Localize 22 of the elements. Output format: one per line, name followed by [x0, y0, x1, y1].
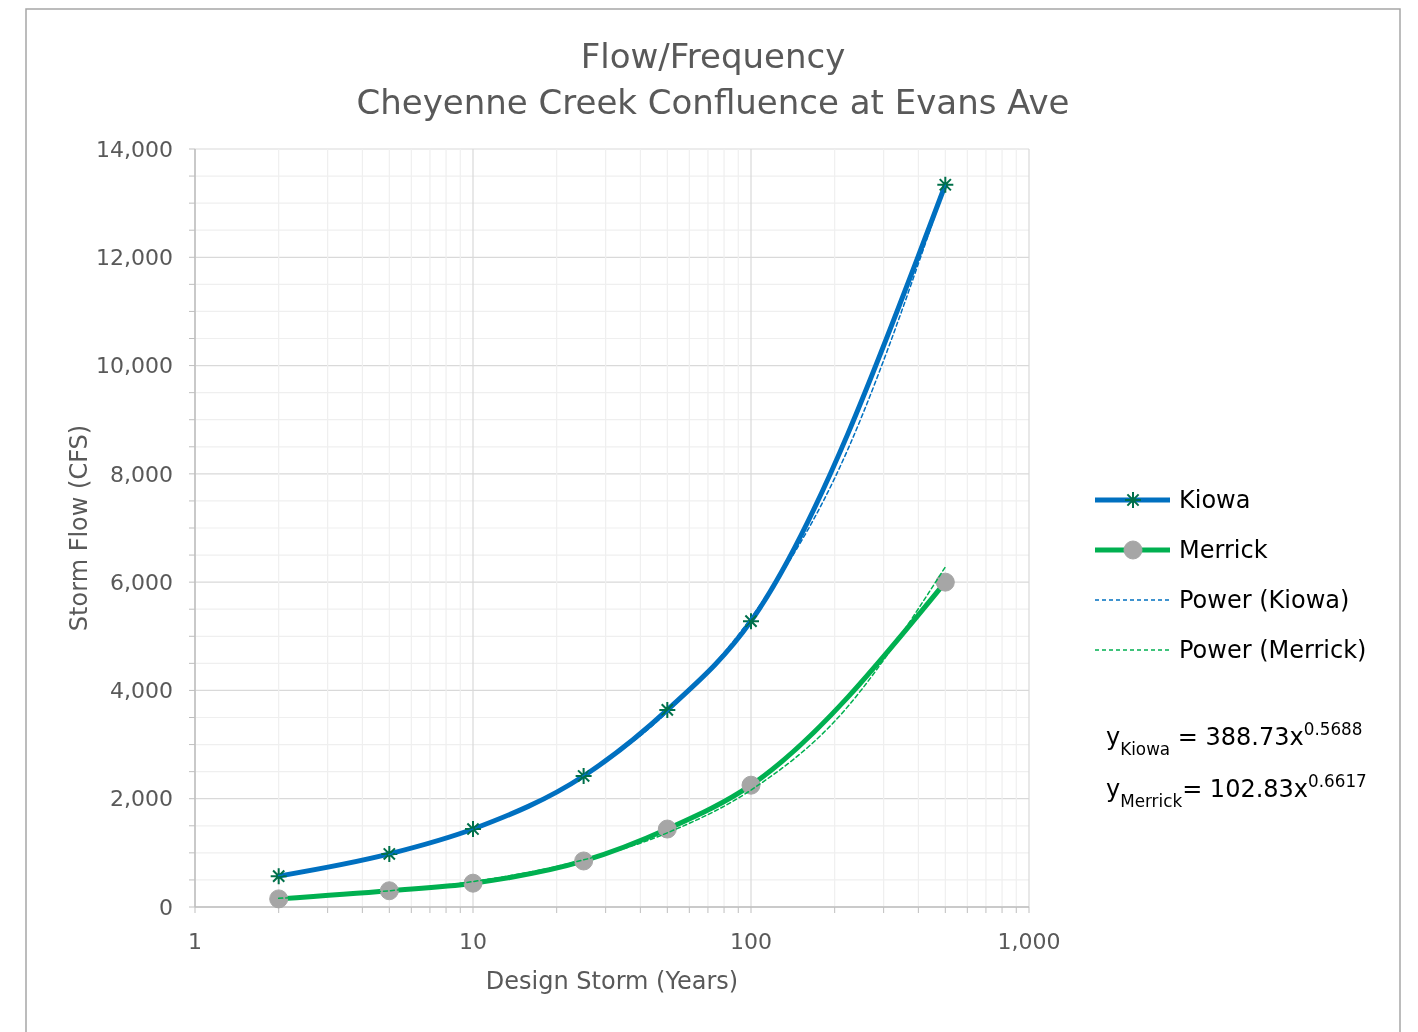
y-tick-label: 12,000: [96, 244, 173, 270]
chart-title: Flow/Frequency: [580, 36, 846, 76]
x-tick-label: 10: [459, 929, 487, 954]
x-tick-label: 1: [188, 929, 202, 954]
legend-label: Kiowa: [1179, 486, 1251, 515]
y-tick-label: 6,000: [110, 569, 173, 595]
legend-label: Power (Merrick): [1179, 636, 1367, 665]
y-tick-label: 0: [159, 894, 173, 920]
y-axis-title: Storm Flow (CFS): [65, 424, 93, 632]
text: y$_{Merrick}$= 102.83x$^{0.6617}$: [1106, 771, 1367, 811]
x-axis-title: Design Storm (Years): [485, 967, 739, 995]
y-tick-label: 14,000: [96, 136, 173, 162]
y-tick-label: 4,000: [110, 678, 173, 704]
legend-label: Power (Kiowa): [1179, 586, 1350, 615]
y-tick-label: 8,000: [110, 461, 173, 487]
y-tick-label: 2,000: [110, 786, 173, 812]
chart-subtitle: Cheyenne Creek Confluence at Evans Ave: [356, 82, 1070, 122]
text: y$_{Kiowa}$ = 388.73x$^{0.5688}$: [1106, 719, 1363, 759]
x-tick-label: 100: [730, 929, 772, 954]
y-tick-label: 10,000: [96, 353, 173, 379]
legend-label: Merrick: [1179, 536, 1268, 565]
x-tick-label: 1,000: [997, 929, 1061, 954]
